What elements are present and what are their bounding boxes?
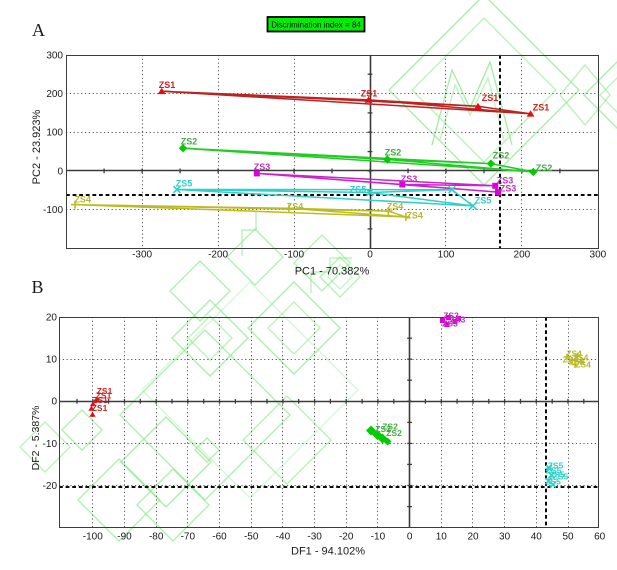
svg-text:ZS1: ZS1 bbox=[533, 103, 550, 113]
svg-text:ZS2: ZS2 bbox=[385, 148, 402, 158]
svg-text:ZS4: ZS4 bbox=[74, 195, 91, 205]
svg-text:ZS2: ZS2 bbox=[386, 428, 402, 438]
svg-text:20: 20 bbox=[467, 532, 479, 543]
svg-text:ZS3: ZS3 bbox=[254, 162, 271, 172]
svg-text:ZS5: ZS5 bbox=[176, 179, 193, 189]
svg-text:0: 0 bbox=[407, 532, 413, 543]
svg-text:ZS1: ZS1 bbox=[92, 395, 108, 405]
svg-text:300: 300 bbox=[590, 250, 607, 261]
svg-text:40: 40 bbox=[531, 532, 543, 543]
svg-text:ZS3: ZS3 bbox=[443, 310, 459, 320]
svg-text:ZS1: ZS1 bbox=[97, 386, 113, 396]
svg-text:-20: -20 bbox=[43, 481, 58, 492]
svg-text:ZS3: ZS3 bbox=[442, 318, 458, 328]
svg-text:50: 50 bbox=[562, 532, 574, 543]
svg-text:ZS1: ZS1 bbox=[482, 93, 499, 103]
svg-text:ZS5: ZS5 bbox=[475, 195, 492, 205]
svg-text:ZS5: ZS5 bbox=[350, 185, 367, 195]
svg-text:ZS3: ZS3 bbox=[497, 176, 514, 186]
svg-text:ZS2: ZS2 bbox=[536, 163, 553, 173]
svg-text:ZS5: ZS5 bbox=[545, 476, 561, 486]
svg-text:-300: -300 bbox=[132, 250, 152, 261]
svg-text:ZS5: ZS5 bbox=[548, 460, 564, 470]
svg-text:-100: -100 bbox=[83, 532, 103, 543]
svg-text:-50: -50 bbox=[244, 532, 259, 543]
svg-text:-40: -40 bbox=[276, 532, 291, 543]
svg-text:ZS5: ZS5 bbox=[549, 469, 565, 479]
svg-text:ZS1: ZS1 bbox=[361, 89, 378, 99]
svg-text:ZS1: ZS1 bbox=[96, 390, 112, 400]
svg-text:-100: -100 bbox=[43, 205, 63, 216]
svg-text:-60: -60 bbox=[212, 532, 227, 543]
svg-text:B: B bbox=[31, 277, 43, 297]
svg-text:ZS1: ZS1 bbox=[92, 403, 108, 413]
svg-text:ZS3: ZS3 bbox=[401, 174, 418, 184]
svg-text:60: 60 bbox=[594, 532, 606, 543]
svg-text:-10: -10 bbox=[371, 532, 386, 543]
svg-text:ZS5: ZS5 bbox=[546, 465, 562, 475]
svg-text:Discrimination index = 84: Discrimination index = 84 bbox=[271, 20, 361, 29]
svg-text:200: 200 bbox=[514, 250, 531, 261]
svg-text:ZS4: ZS4 bbox=[575, 359, 591, 369]
svg-text:30: 30 bbox=[499, 532, 511, 543]
svg-text:100: 100 bbox=[438, 250, 455, 261]
svg-text:ZS1: ZS1 bbox=[159, 80, 176, 90]
svg-text:-80: -80 bbox=[149, 532, 164, 543]
svg-text:10: 10 bbox=[436, 532, 448, 543]
svg-text:DF2 - 5.387%: DF2 - 5.387% bbox=[30, 406, 42, 471]
svg-text:ZS4: ZS4 bbox=[387, 202, 404, 212]
svg-text:-10: -10 bbox=[43, 439, 58, 450]
svg-text:ZS3: ZS3 bbox=[450, 314, 466, 324]
svg-text:200: 200 bbox=[46, 89, 63, 100]
svg-text:10: 10 bbox=[46, 355, 58, 366]
svg-text:300: 300 bbox=[46, 50, 63, 61]
svg-text:ZS2: ZS2 bbox=[181, 137, 198, 147]
svg-text:ZS4: ZS4 bbox=[573, 352, 589, 362]
svg-text:A: A bbox=[32, 20, 45, 40]
svg-text:ZS4: ZS4 bbox=[569, 356, 585, 366]
svg-text:-90: -90 bbox=[117, 532, 132, 543]
svg-text:100: 100 bbox=[46, 128, 63, 139]
svg-text:-100: -100 bbox=[284, 250, 304, 261]
svg-text:0: 0 bbox=[51, 397, 57, 408]
svg-text:20: 20 bbox=[46, 313, 58, 324]
svg-text:PC1 - 70.382%: PC1 - 70.382% bbox=[295, 266, 370, 278]
svg-text:-20: -20 bbox=[339, 532, 354, 543]
svg-text:ZS5: ZS5 bbox=[553, 471, 569, 481]
svg-text:DF1 - 94.102%: DF1 - 94.102% bbox=[291, 546, 365, 558]
svg-text:ZS4: ZS4 bbox=[406, 210, 423, 220]
svg-text:0: 0 bbox=[367, 250, 373, 261]
svg-text:ZS2: ZS2 bbox=[375, 424, 391, 434]
svg-text:ZS2: ZS2 bbox=[382, 421, 398, 431]
svg-text:ZS4: ZS4 bbox=[287, 202, 304, 212]
svg-text:ZS2: ZS2 bbox=[493, 151, 510, 161]
svg-text:-70: -70 bbox=[181, 532, 196, 543]
svg-text:-200: -200 bbox=[208, 250, 228, 261]
svg-text:PC2 - 23.923%: PC2 - 23.923% bbox=[31, 109, 43, 184]
svg-text:-30: -30 bbox=[307, 532, 322, 543]
svg-text:ZS4: ZS4 bbox=[563, 354, 579, 364]
svg-text:ZS3: ZS3 bbox=[500, 184, 517, 194]
svg-text:ZS4: ZS4 bbox=[566, 348, 582, 358]
svg-text:0: 0 bbox=[57, 166, 63, 177]
